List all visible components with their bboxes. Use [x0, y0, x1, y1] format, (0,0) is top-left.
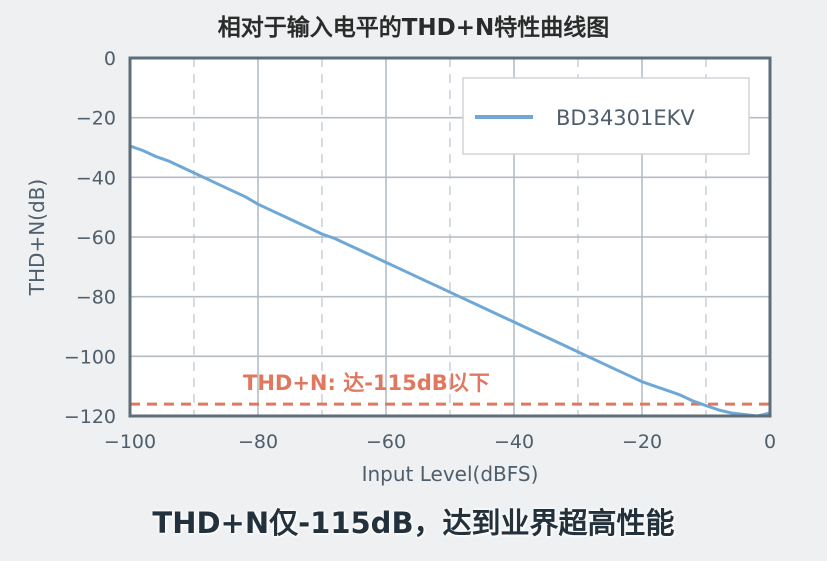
legend: BD34301EKV [462, 77, 750, 155]
y-tick-label: −40 [76, 167, 116, 189]
thd-n-chart: 0−20−40−60−80−100−120 −100 −80 −60 −40 −20 0 … [25, 48, 776, 486]
x-tick-label: −100 [104, 431, 156, 453]
x-axis-label: Input Level(dBFS) [362, 462, 539, 486]
y-tick-label: −20 [76, 108, 116, 130]
y-tick-label: −120 [64, 406, 116, 428]
y-tick-label: −60 [76, 227, 116, 249]
x-tick-label: −40 [494, 431, 534, 453]
x-tick-label: −20 [622, 431, 662, 453]
y-tick-labels: 0 −20 −40 −60 −80 −100 −120 [64, 48, 116, 428]
x-tick-labels: −100 −80 −60 −40 −20 0 [104, 431, 776, 453]
reference-line-annotation: THD+N: 达-115dB以下 [243, 371, 490, 395]
chart-title: 相对于输入电平的THD+N特性曲线图 [217, 15, 610, 41]
x-tick-label: −60 [366, 431, 406, 453]
x-tick-label: 0 [764, 431, 776, 453]
y-axis-label: THD+N(dB) [25, 179, 49, 296]
y-tick-label: −100 [64, 346, 116, 368]
y-tick-label: −80 [76, 287, 116, 309]
legend-label: BD34301EKV [556, 106, 695, 130]
x-tick-label: −80 [238, 431, 278, 453]
plot-frame [128, 56, 772, 418]
y-tick-label: 0 [104, 48, 116, 70]
footer-caption: THD+N仅-115dB，达到业界超高性能 [152, 506, 675, 540]
